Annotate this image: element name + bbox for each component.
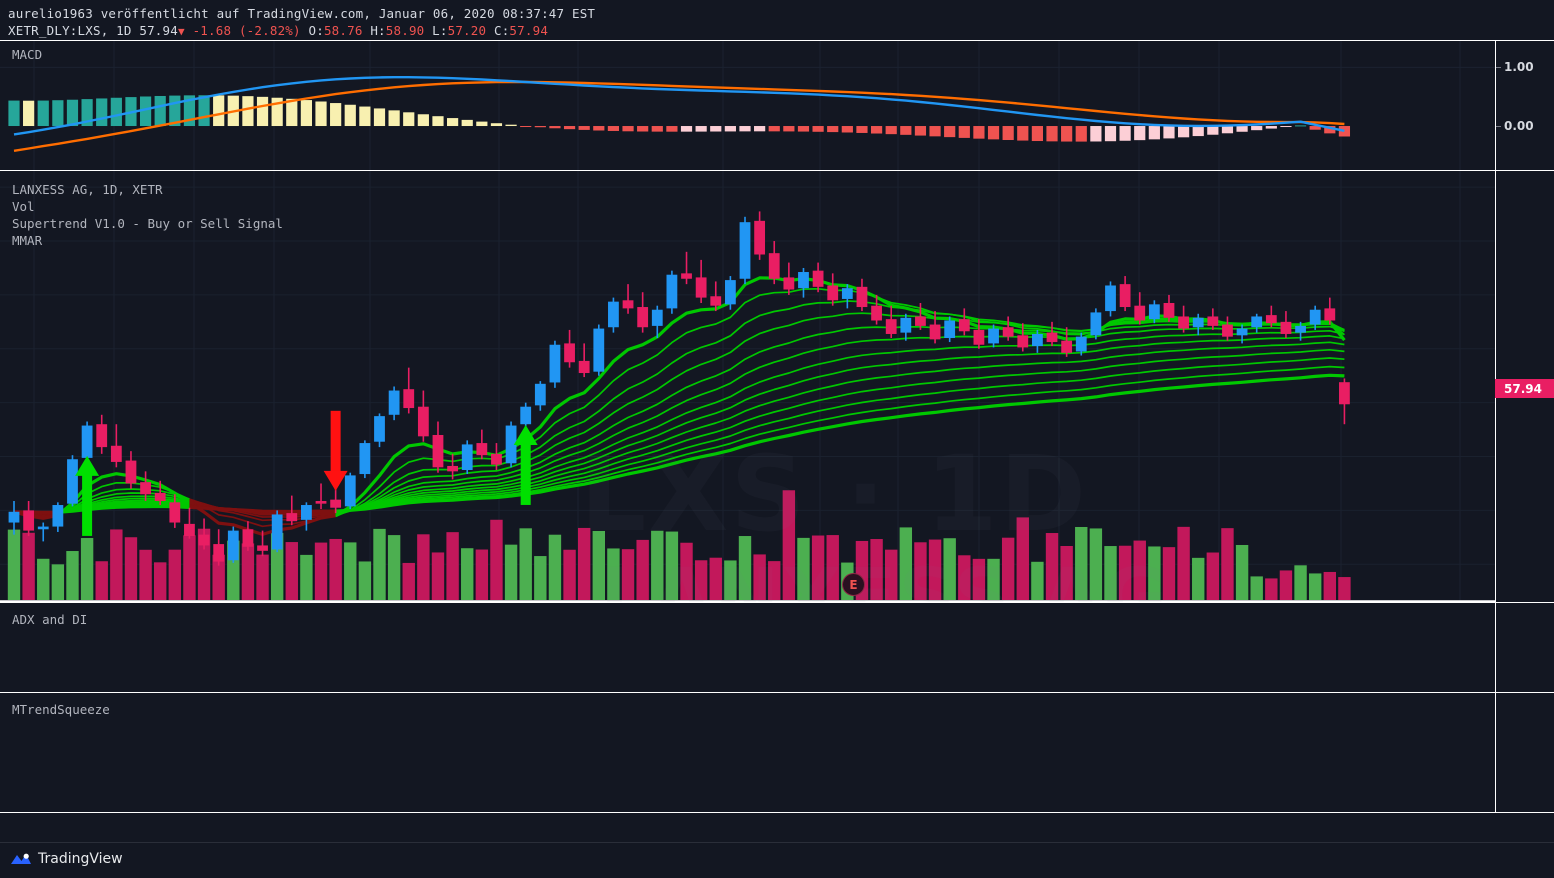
macd-pane-title: MACD [12,47,43,62]
squeeze-plot[interactable]: MTrendSqueeze [0,693,1495,812]
macd-plot[interactable]: MACD [0,41,1495,170]
main-pane-title-symbol: LANXESS AG, 1D, XETR [12,182,163,197]
sell-signal-arrow [323,410,348,491]
close-value: 57.94 [509,23,549,38]
buy-signal-arrow [75,455,100,536]
tradingview-logo[interactable]: TradingView [10,851,123,867]
axis-tick-label: 1.00 [1504,60,1534,75]
change-value: -1.68 [192,23,232,38]
close-label: C: [493,23,510,38]
axis-tick-label: 0.00 [1504,119,1534,134]
main-pane-title-supertrend: Supertrend V1.0 - Buy or Sell Signal [12,216,283,231]
time-axis[interactable] [0,812,1554,842]
main-svg [0,171,1495,602]
squeeze-pane: MTrendSqueeze [0,692,1554,812]
chart-header: aurelio1963 veröffentlicht auf TradingVi… [0,0,1554,40]
tradingview-brand-text: TradingView [38,851,123,867]
low-value: 57.20 [447,23,487,38]
adx-pane-title: ADX and DI [12,612,88,627]
open-value: 58.76 [323,23,363,38]
low-label: L: [432,23,448,38]
macd-price-axis[interactable]: 1.00 0.00 [1495,41,1554,170]
macd-pane: MACD 1.00 0.00 [0,40,1554,170]
symbol-ohlc-line: XETR_DLY:LXS, 1D 57.94▼ -1.68 (-2.82%) O… [8,23,548,38]
squeeze-pane-title: MTrendSqueeze [12,702,110,717]
main-price-pane: LXS · 1D LANXESS AG LANXESS AG, 1D, XETR… [0,170,1554,602]
publisher-line: aurelio1963 veröffentlicht auf TradingVi… [8,6,596,21]
macd-svg [0,41,1495,170]
change-percent: (-2.82%) [238,23,301,38]
high-value: 58.90 [385,23,425,38]
squeeze-value-axis[interactable] [1495,693,1554,812]
current-price-tag: 57.94 [1495,379,1554,398]
adx-pane: ADX and DI [0,602,1554,692]
axis-tick [1496,67,1501,69]
down-triangle-icon: ▼ [178,25,185,38]
symbol-label[interactable]: XETR_DLY:LXS, [8,23,109,38]
main-plot[interactable]: LXS · 1D LANXESS AG LANXESS AG, 1D, XETR… [0,171,1495,602]
chart-footer: TradingView [0,842,1554,878]
main-pane-title-volume: Vol [12,199,35,214]
high-label: H: [370,23,386,38]
last-price: 57.94 [139,23,178,38]
interval-label[interactable]: 1D [116,23,132,38]
buy-signal-arrow [513,424,538,505]
axis-tick [1496,126,1501,128]
adx-plot[interactable]: ADX and DI [0,603,1495,692]
tradingview-logo-icon [11,853,31,864]
earnings-marker[interactable]: E [842,573,865,596]
adx-value-axis[interactable] [1495,603,1554,692]
open-label: O: [308,23,324,38]
main-pane-title-mmar: MMAR [12,233,43,248]
